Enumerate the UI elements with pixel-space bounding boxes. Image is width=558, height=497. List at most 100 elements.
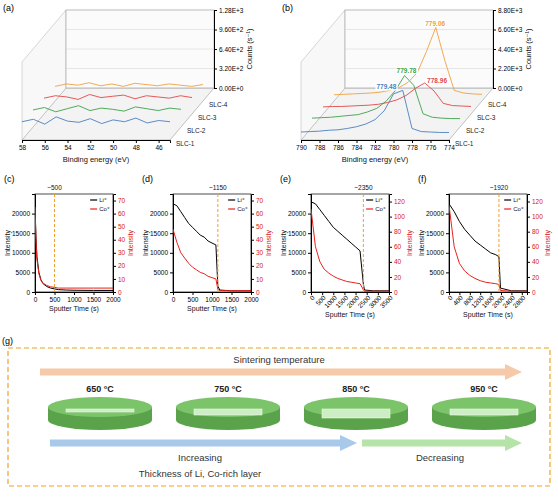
panel-letter: (e) — [280, 174, 291, 184]
x-axis-tick: 46 — [155, 140, 163, 151]
y-axis-tick-mark — [308, 272, 311, 273]
x-axis-tick-mark — [193, 292, 194, 295]
y2-axis-tick-label: 70 — [118, 197, 126, 204]
disc-top — [304, 397, 408, 417]
y-axis-tick-mark — [214, 10, 217, 11]
y2-axis-tick-label: 60 — [256, 210, 264, 217]
x-axis-title: Sputter Time (s) — [325, 311, 375, 319]
y-axis-title: Intensity — [142, 229, 150, 256]
y-axis-tick-label: 10000 — [150, 249, 168, 256]
y2-axis-tick-mark — [389, 262, 392, 263]
legend: Li⁺Co⁺ — [90, 197, 110, 212]
y-axis-tick-mark — [493, 88, 496, 89]
y2-axis-tick-label: 60 — [532, 243, 540, 250]
y2-axis-tick-mark — [251, 214, 254, 215]
x-axis-tick: 1000 — [67, 292, 82, 303]
caption: Thickness of Li, Co-rich layer — [139, 468, 261, 479]
x-axis-tick: 500 — [188, 292, 199, 303]
temperature-label: 750 °C — [214, 384, 242, 394]
grid-line — [66, 68, 214, 69]
y2-axis-tick-label: 0 — [256, 289, 260, 296]
series-group — [449, 194, 527, 292]
y2-axis-tick: 40 — [113, 236, 126, 243]
trend-label: Decreasing — [416, 452, 464, 463]
y-axis-tick-mark — [446, 253, 449, 254]
label-patch — [375, 83, 397, 90]
y-axis-tick-mark — [308, 233, 311, 234]
y2-axis-tick: 20 — [527, 274, 540, 281]
y-axis-tick: 6.60E+3 — [493, 26, 523, 33]
y-axis-tick: 10000 — [288, 249, 311, 256]
y-axis-tick-label: 20000 — [12, 210, 30, 217]
y-axis-tick-label: 15000 — [150, 230, 168, 237]
x-axis-tick-mark — [68, 140, 69, 143]
rich-layer — [194, 409, 262, 415]
y2-axis-title: Intensity — [265, 229, 273, 256]
y2-axis-line — [252, 195, 255, 293]
y-axis-tick: 4.40E+3 — [493, 46, 523, 53]
y-axis-tick-label: 20000 — [426, 210, 444, 217]
y-axis-tick-label: 15000 — [12, 230, 30, 237]
increasing-arrow-head — [340, 435, 357, 451]
y-axis-tick: 5000 — [430, 269, 449, 276]
diagram: (g)Sintering temperature650 °C750 °C850 … — [2, 336, 550, 486]
temperature-arrow — [40, 369, 505, 376]
series-label: SLC-1 — [176, 140, 195, 147]
y2-axis: 020406080100120 — [527, 195, 543, 296]
legend-swatch — [90, 199, 97, 200]
series-line — [44, 95, 192, 100]
y-axis-tick-label: 4.40E+3 — [498, 46, 523, 53]
temperature-label: 950 °C — [470, 384, 498, 394]
y-axis-tick: 10000 — [426, 249, 449, 256]
y2-axis-tick-label: 10 — [118, 276, 126, 283]
grid-line — [66, 29, 214, 30]
y-axis-tick-mark — [32, 272, 35, 273]
y2-axis-tick: 0 — [527, 289, 536, 296]
y2-axis-tick: 30 — [251, 249, 264, 256]
peak-label: 779.48 — [376, 83, 396, 90]
x-axis-tick: 776 — [426, 140, 437, 151]
annotation-line — [498, 194, 499, 292]
x-axis-tick-label: 50 — [110, 144, 118, 151]
x-axis-tick-mark — [412, 140, 413, 143]
y-axis-tick: 3.20E+2 — [214, 65, 244, 72]
y2-axis-tick: 100 — [389, 213, 405, 220]
y-axis-tick-mark — [170, 214, 173, 215]
y-axis-tick-label: 0 — [26, 289, 30, 296]
decreasing-arrow — [362, 440, 505, 447]
y-axis-tick-label: 0 — [440, 289, 444, 296]
y2-axis-tick-label: 100 — [532, 213, 543, 220]
y-axis-tick-label: 0 — [302, 289, 306, 296]
y-axis-tick-mark — [493, 69, 496, 70]
x-axis-tick: 500 — [50, 292, 61, 303]
x-axis: 790788786784782780778776774 — [296, 140, 455, 151]
x-axis-tick-label: 786 — [333, 144, 344, 151]
y-axis-title: Counts (s⁻¹) — [524, 28, 533, 70]
x-axis-title: Binding energy (eV) — [342, 155, 409, 164]
arrow-label: Sintering temperature — [233, 354, 324, 365]
decreasing-arrow-head — [505, 435, 522, 451]
y2-axis-tick-mark — [389, 232, 392, 233]
series-group — [55, 83, 203, 87]
y-axis-tick-mark — [308, 292, 311, 293]
x-axis-tick: 778 — [407, 140, 418, 151]
legend: Li⁺Co⁺ — [228, 197, 248, 212]
grid-line — [345, 10, 493, 11]
x-axis-title: Sputter Time (s) — [49, 305, 99, 313]
y-axis-tick-label: 5000 — [154, 269, 169, 276]
annotation-line — [54, 194, 55, 292]
y-axis-tick-label: 0 — [164, 289, 168, 296]
panel-letter: (c) — [4, 174, 15, 184]
y-axis-tick-mark — [32, 292, 35, 293]
x-axis-tick-label: 2000 — [106, 296, 121, 303]
grid-line — [66, 88, 214, 89]
x-axis-tick-label: 46 — [155, 144, 163, 151]
y-axis-tick-label: 0.00E+0 — [498, 85, 523, 92]
legend-label: Co⁺ — [237, 206, 248, 212]
y-axis-tick: 0 — [164, 289, 173, 296]
series-label: SLC-1 — [455, 140, 474, 147]
y-axis-tick-label: 6.60E+3 — [498, 26, 523, 33]
y-axis-title: Intensity — [418, 229, 426, 256]
x-axis-tick-mark — [90, 140, 91, 143]
panel-2d: 0500100015002000250030003500050001000015… — [280, 174, 414, 319]
